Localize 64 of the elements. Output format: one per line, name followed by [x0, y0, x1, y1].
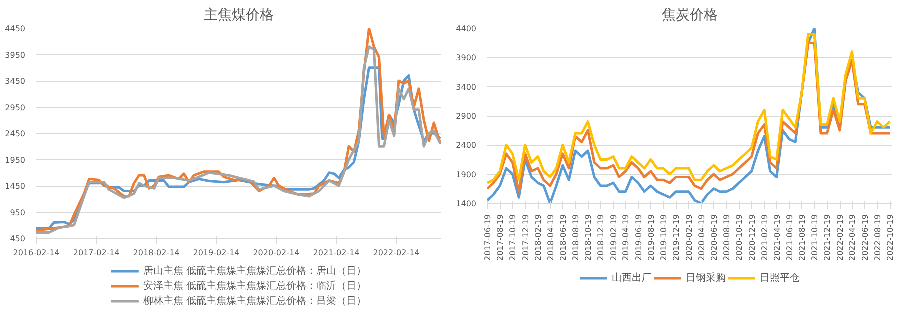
x-tick-label: 2021-10-19 [810, 214, 820, 261]
x-tick-label: 2020-08-19 [722, 214, 732, 261]
y-tick-label: 3900 [456, 54, 476, 63]
x-tick-label: 2019-02-19 [610, 214, 619, 261]
x-tick-label: 2019-08-19 [646, 214, 656, 261]
x-tick-label: 2016-02-14 [13, 248, 60, 258]
y-tick-label: 3950 [5, 50, 26, 60]
x-tick-label: 2018-02-19 [534, 214, 544, 261]
x-tick-label: 2022-02-19 [836, 214, 846, 261]
x-tick-label: 2017-08-19 [496, 214, 506, 261]
y-tick-label: 1400 [456, 200, 476, 208]
x-tick-label: 2022-02-14 [373, 248, 420, 258]
x-tick-label: 2018-12-19 [596, 214, 606, 261]
y-tick-label: 4450 [5, 24, 26, 34]
legend-label: 唐山主焦 低硫主焦煤主焦煤汇总价格：唐山（日） [143, 264, 367, 278]
legend-label: 日照平仓 [760, 272, 800, 285]
y-tick-label: 1950 [5, 156, 26, 165]
y-tick-label: 3450 [5, 77, 26, 86]
x-tick-label: 2021-04-19 [772, 214, 782, 261]
x-tick-label: 2021-08-19 [798, 214, 807, 261]
x-tick-label: 2020-02-14 [253, 248, 300, 258]
y-tick-label: 1900 [456, 170, 476, 180]
x-tick-label: 2021-02-14 [313, 248, 360, 258]
x-tick-label: 2020-06-19 [710, 214, 719, 261]
x-tick-label: 2018-06-19 [558, 214, 568, 261]
y-tick-label: 450 [10, 234, 26, 244]
x-tick-label: 2022-10-19 [886, 214, 896, 261]
x-tick-label: 2019-12-19 [672, 214, 682, 261]
x-tick-label: 2019-10-19 [660, 214, 669, 261]
y-tick-label: 2450 [5, 130, 26, 138]
y-tick-label: 3400 [456, 82, 476, 92]
y-tick-label: 1450 [5, 182, 26, 191]
x-tick-label: 2018-08-19 [572, 214, 581, 261]
x-tick-label: 2018-10-19 [584, 214, 594, 261]
legend-label: 山西出厂 [612, 272, 652, 285]
chart-title: 主焦煤价格 [204, 8, 274, 24]
legend-label: 日钢采购 [686, 272, 726, 285]
x-tick-label: 2018-04-19 [546, 214, 556, 261]
x-tick-label: 2017-12-19 [521, 214, 530, 261]
x-tick-label: 2019-06-19 [634, 214, 644, 261]
legend-label: 安泽主焦 低硫主焦煤主焦煤汇总价格：临沂（日） [143, 280, 367, 293]
y-tick-label: 950 [10, 208, 26, 218]
x-tick-label: 2021-02-19 [760, 214, 770, 261]
y-tick-label: 4400 [456, 24, 476, 34]
x-tick-label: 2018-02-14 [133, 248, 180, 258]
x-tick-label: 2021-12-19 [823, 214, 832, 261]
y-tick-label: 2400 [456, 141, 476, 150]
x-tick-label: 2020-04-19 [697, 214, 706, 261]
x-tick-label: 2020-10-19 [735, 214, 744, 261]
x-tick-label: 2022-04-19 [848, 214, 858, 261]
x-tick-label: 2019-04-19 [622, 214, 631, 261]
x-tick-label: 2020-12-19 [748, 214, 757, 261]
x-tick-label: 2017-06-19 [484, 214, 492, 261]
x-tick-label: 2017-10-19 [508, 214, 518, 261]
y-tick-label: 2900 [456, 112, 476, 121]
chart-title: 焦炭价格 [662, 8, 718, 24]
x-tick-label: 2022-06-19 [860, 214, 870, 261]
x-tick-label: 2017-02-14 [73, 248, 120, 258]
x-tick-label: 2021-06-19 [785, 214, 794, 261]
x-tick-label: 2019-02-14 [193, 248, 240, 258]
x-tick-label: 2022-08-19 [873, 214, 882, 261]
legend-label: 柳林主焦 低硫主焦煤主焦煤汇总价格：吕梁（日） [143, 294, 367, 308]
y-tick-label: 2950 [5, 103, 26, 112]
x-tick-label: 2020-02-19 [684, 214, 694, 261]
